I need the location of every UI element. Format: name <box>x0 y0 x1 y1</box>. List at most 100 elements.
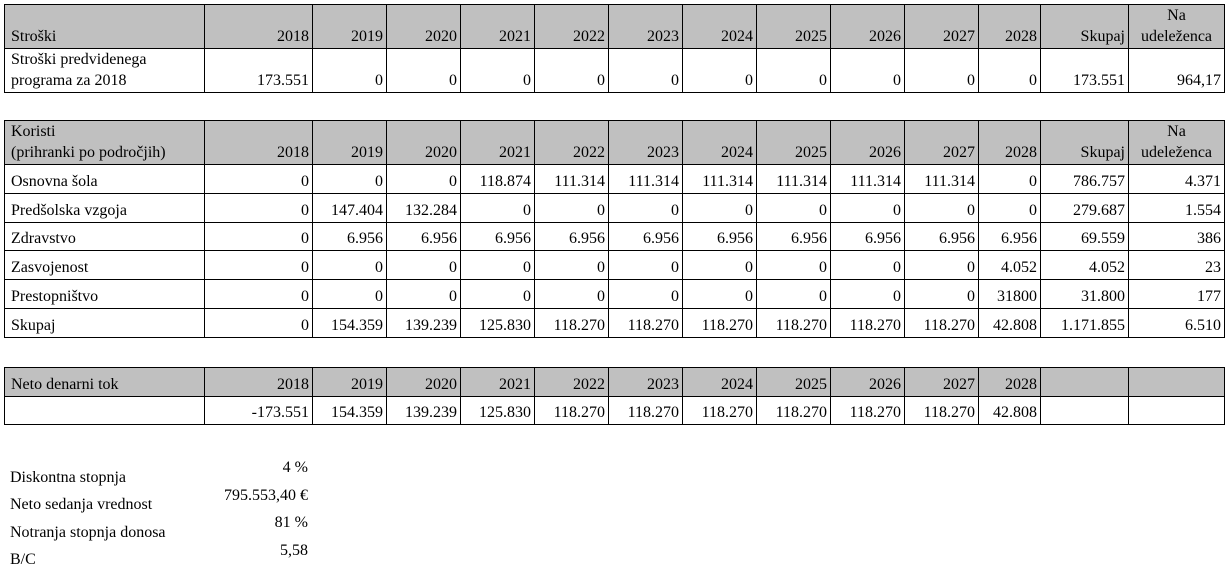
cell: Zasvojenost <box>4 250 205 281</box>
cell: 0 <box>460 250 535 281</box>
cell: 0 <box>682 48 757 93</box>
cell: 0 <box>830 250 905 281</box>
summary-label: Neto sedanja vrednost <box>10 496 153 513</box>
cell: 118.270 <box>830 307 905 338</box>
summary-label: B/C <box>10 551 36 568</box>
summary-row: B/C 5,58 <box>10 542 310 570</box>
cell: 1.171.855 <box>1040 307 1129 338</box>
cell: 2019 <box>312 4 387 49</box>
cell: 154.359 <box>312 307 387 338</box>
cell: Osnovna šola <box>4 164 205 194</box>
cell: 42.808 <box>978 307 1041 338</box>
cell: 125.830 <box>460 396 535 425</box>
net-cash-flow-table: Neto denarni tok 2018 2019 2020 2021 2022 2023… <box>4 367 1225 425</box>
cell: 0 <box>608 192 683 223</box>
cell: 0 <box>534 250 609 281</box>
cell: 2024 <box>682 4 757 49</box>
cell: 386 <box>1128 221 1225 252</box>
data-row: Osnovna šola 0 0 0 118.874 111.314 111.314 111.… <box>4 164 1225 194</box>
cell: 0 <box>830 279 905 309</box>
table-body: Stroški 2018 2019 2020 2021 2022 2023 2024 2025 2… <box>4 4 1225 93</box>
cell: 2028 <box>978 120 1041 165</box>
cell: 0 <box>534 279 609 309</box>
cell: 0 <box>204 164 313 194</box>
cell: 0 <box>904 250 979 281</box>
cell: 0 <box>386 164 461 194</box>
cell: 0 <box>978 164 1041 194</box>
cell: 2027 <box>904 120 979 165</box>
data-row: Predšolska vzgoja 0 147.404 132.284 0 0 0 0 0 0 0 0… <box>4 192 1225 223</box>
cell: 0 <box>204 279 313 309</box>
cell: 173.551 <box>204 48 313 93</box>
empty-cell <box>1128 396 1225 425</box>
cell: 0 <box>756 250 831 281</box>
summary-value: 795.553,40 € <box>224 486 308 504</box>
cell: 118.270 <box>534 396 609 425</box>
cell: 0 <box>830 48 905 93</box>
cell: 2019 <box>312 367 387 397</box>
header-row: Koristi (prihranki po področjih) 2018 2019… <box>4 120 1225 165</box>
cell: 4.052 <box>978 250 1041 281</box>
cell: 118.270 <box>756 396 831 425</box>
cell: 0 <box>534 192 609 223</box>
header-row: Neto denarni tok 2018 2019 2020 2021 2022 2023… <box>4 367 1225 397</box>
cell: 279.687 <box>1040 192 1129 223</box>
cell: 118.270 <box>608 307 683 338</box>
summary-label: Diskontna stopnja <box>10 468 126 486</box>
cell: 173.551 <box>1040 48 1129 93</box>
summary: Diskontna stopnja 4 % Neto sedanja vrednos… <box>10 459 310 569</box>
cell: 118.874 <box>460 164 535 194</box>
cell: 2019 <box>312 120 387 165</box>
cell: 2020 <box>386 4 461 49</box>
cell: 2018 <box>204 120 313 165</box>
cell: 6.956 <box>682 221 757 252</box>
cell: 786.757 <box>1040 164 1129 194</box>
cell: 154.359 <box>312 396 387 425</box>
cell: 2021 <box>460 367 535 397</box>
cell: Stroški predvidenega programa za 2018 <box>4 48 205 93</box>
cell: 23 <box>1128 250 1225 281</box>
benefits-table: Koristi (prihranki po področjih) 2018 2019… <box>4 120 1225 338</box>
cell: 2025 <box>756 120 831 165</box>
cell: 118.270 <box>608 396 683 425</box>
cell: 118.270 <box>904 307 979 338</box>
data-row: -173.551 154.359 139.239 125.830 118.270 118.… <box>4 396 1225 425</box>
data-row: Skupaj 0 154.359 139.239 125.830 118.270 118.2… <box>4 307 1225 338</box>
cell: 6.510 <box>1128 307 1225 338</box>
cell: 42.808 <box>978 396 1041 425</box>
cell: 2023 <box>608 4 683 49</box>
empty-cell <box>1040 367 1129 397</box>
cell: 0 <box>204 221 313 252</box>
cell: 6.956 <box>978 221 1041 252</box>
cell: 31800 <box>978 279 1041 309</box>
cell: Skupaj <box>1040 120 1129 165</box>
cell: 0 <box>682 279 757 309</box>
cell: Koristi (prihranki po področjih) <box>4 120 205 165</box>
cell: 2020 <box>386 367 461 397</box>
cell: 118.270 <box>756 307 831 338</box>
cell: 0 <box>460 279 535 309</box>
cell: Na udeleženca <box>1128 4 1225 49</box>
cell: 6.956 <box>460 221 535 252</box>
cell: 6.956 <box>756 221 831 252</box>
cell: 2026 <box>830 367 905 397</box>
empty-cell <box>1040 396 1129 425</box>
cell: 0 <box>830 192 905 223</box>
cell: 2028 <box>978 4 1041 49</box>
cell: 0 <box>204 192 313 223</box>
summary-value: 5,58 <box>280 541 308 559</box>
cell: 2021 <box>460 4 535 49</box>
cell: 2020 <box>386 120 461 165</box>
cell: 111.314 <box>904 164 979 194</box>
cell: 2018 <box>204 4 313 49</box>
cell: 118.270 <box>534 307 609 338</box>
cell: Zdravstvo <box>4 221 205 252</box>
cell: 6.956 <box>534 221 609 252</box>
cell: 0 <box>682 250 757 281</box>
cell: 6.956 <box>312 221 387 252</box>
summary-row: Diskontna stopnja 4 % <box>10 459 310 487</box>
summary-row: Notranja stopnja donosa 81 % <box>10 514 310 542</box>
cell: 111.314 <box>534 164 609 194</box>
summary-value: 4 % <box>282 459 308 476</box>
